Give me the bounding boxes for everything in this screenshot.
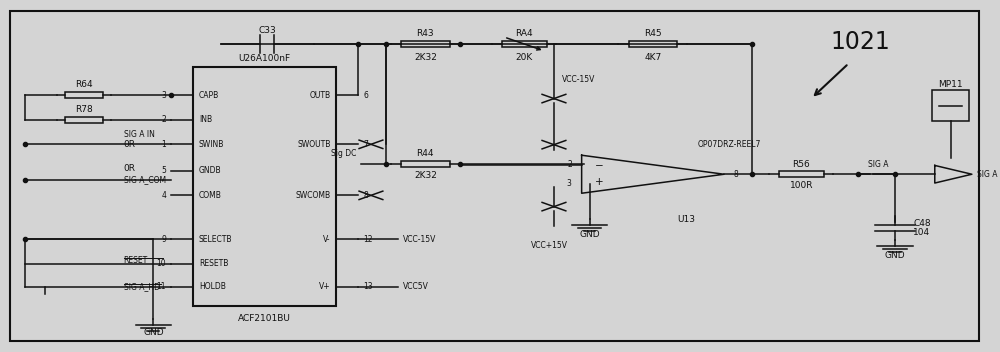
Text: 9: 9 [161, 235, 166, 244]
Text: COMB: COMB [199, 191, 222, 200]
Text: 3: 3 [161, 90, 166, 100]
Text: GND: GND [885, 251, 906, 260]
Bar [779, 171, 824, 177]
Text: OP07DRZ-REEL7: OP07DRZ-REEL7 [697, 140, 761, 149]
Bar [932, 90, 969, 121]
Text: RESET: RESET [124, 256, 148, 265]
Text: 2K32: 2K32 [414, 171, 437, 181]
Text: 3: 3 [567, 179, 572, 188]
Text: 12: 12 [363, 235, 373, 244]
Text: 5: 5 [161, 166, 166, 175]
Text: OUTB: OUTB [309, 90, 330, 100]
Text: R64: R64 [75, 80, 93, 89]
Text: C33: C33 [258, 26, 276, 35]
Text: RA4: RA4 [515, 29, 533, 38]
Text: 8: 8 [734, 170, 739, 179]
Bar [629, 41, 677, 47]
Bar [65, 117, 103, 123]
Text: 11: 11 [157, 282, 166, 291]
Text: 0R: 0R [124, 140, 136, 149]
Text: 13: 13 [363, 282, 373, 291]
Text: R78: R78 [75, 105, 93, 114]
Text: 1021: 1021 [831, 30, 891, 54]
Text: SIG A_HD: SIG A_HD [124, 282, 160, 291]
Text: 2: 2 [161, 115, 166, 124]
Text: GND: GND [143, 328, 164, 337]
Text: VCC-15V: VCC-15V [403, 235, 436, 244]
Text: 4: 4 [161, 191, 166, 200]
Bar [65, 92, 103, 98]
Text: +: + [595, 177, 604, 187]
Text: 4K7: 4K7 [644, 53, 661, 62]
Text: R43: R43 [417, 29, 434, 38]
Text: R44: R44 [417, 149, 434, 158]
Text: 100R: 100R [789, 181, 813, 190]
Bar [193, 67, 336, 306]
Text: −: − [595, 161, 604, 171]
Text: U13: U13 [678, 215, 696, 225]
Text: VCC-15V: VCC-15V [562, 75, 595, 84]
Text: SWCOMB: SWCOMB [295, 191, 330, 200]
Text: R45: R45 [644, 29, 662, 38]
Text: 7: 7 [363, 140, 368, 149]
Bar [502, 41, 547, 47]
Text: CAPB: CAPB [199, 90, 219, 100]
Bar [401, 161, 450, 167]
Text: INB: INB [199, 115, 212, 124]
Text: 104: 104 [913, 228, 930, 237]
Text: VCC+15V: VCC+15V [530, 241, 567, 250]
Text: VCC5V: VCC5V [403, 282, 428, 291]
Text: SIG A IN: SIG A IN [124, 130, 155, 139]
Text: 0R: 0R [124, 164, 136, 174]
Text: GND: GND [579, 230, 600, 239]
Text: MP11: MP11 [938, 80, 963, 89]
Text: R56: R56 [792, 160, 810, 169]
Text: 10: 10 [157, 259, 166, 269]
Text: 8: 8 [363, 191, 368, 200]
Text: 2: 2 [567, 160, 572, 169]
Text: 1: 1 [161, 140, 166, 149]
Text: 2K32: 2K32 [414, 53, 437, 62]
Text: RESETB: RESETB [199, 259, 228, 269]
Text: GNDB: GNDB [199, 166, 221, 175]
Text: SIG A: SIG A [868, 160, 888, 169]
Text: 6: 6 [363, 90, 368, 100]
Text: 20K: 20K [516, 53, 533, 62]
Text: SIG A_COM: SIG A_COM [124, 175, 166, 184]
Text: C48: C48 [913, 219, 931, 228]
Text: Sig DC: Sig DC [331, 149, 356, 158]
Text: SIG A: SIG A [977, 170, 997, 179]
Bar [401, 41, 450, 47]
Text: V-: V- [323, 235, 330, 244]
Text: ACF2101BU: ACF2101BU [238, 314, 291, 323]
Text: SELECTB: SELECTB [199, 235, 232, 244]
Text: SWOUTB: SWOUTB [297, 140, 330, 149]
Text: HOLDB: HOLDB [199, 282, 226, 291]
Text: SWINB: SWINB [199, 140, 224, 149]
Text: U26A100nF: U26A100nF [239, 54, 291, 63]
Text: V+: V+ [319, 282, 330, 291]
